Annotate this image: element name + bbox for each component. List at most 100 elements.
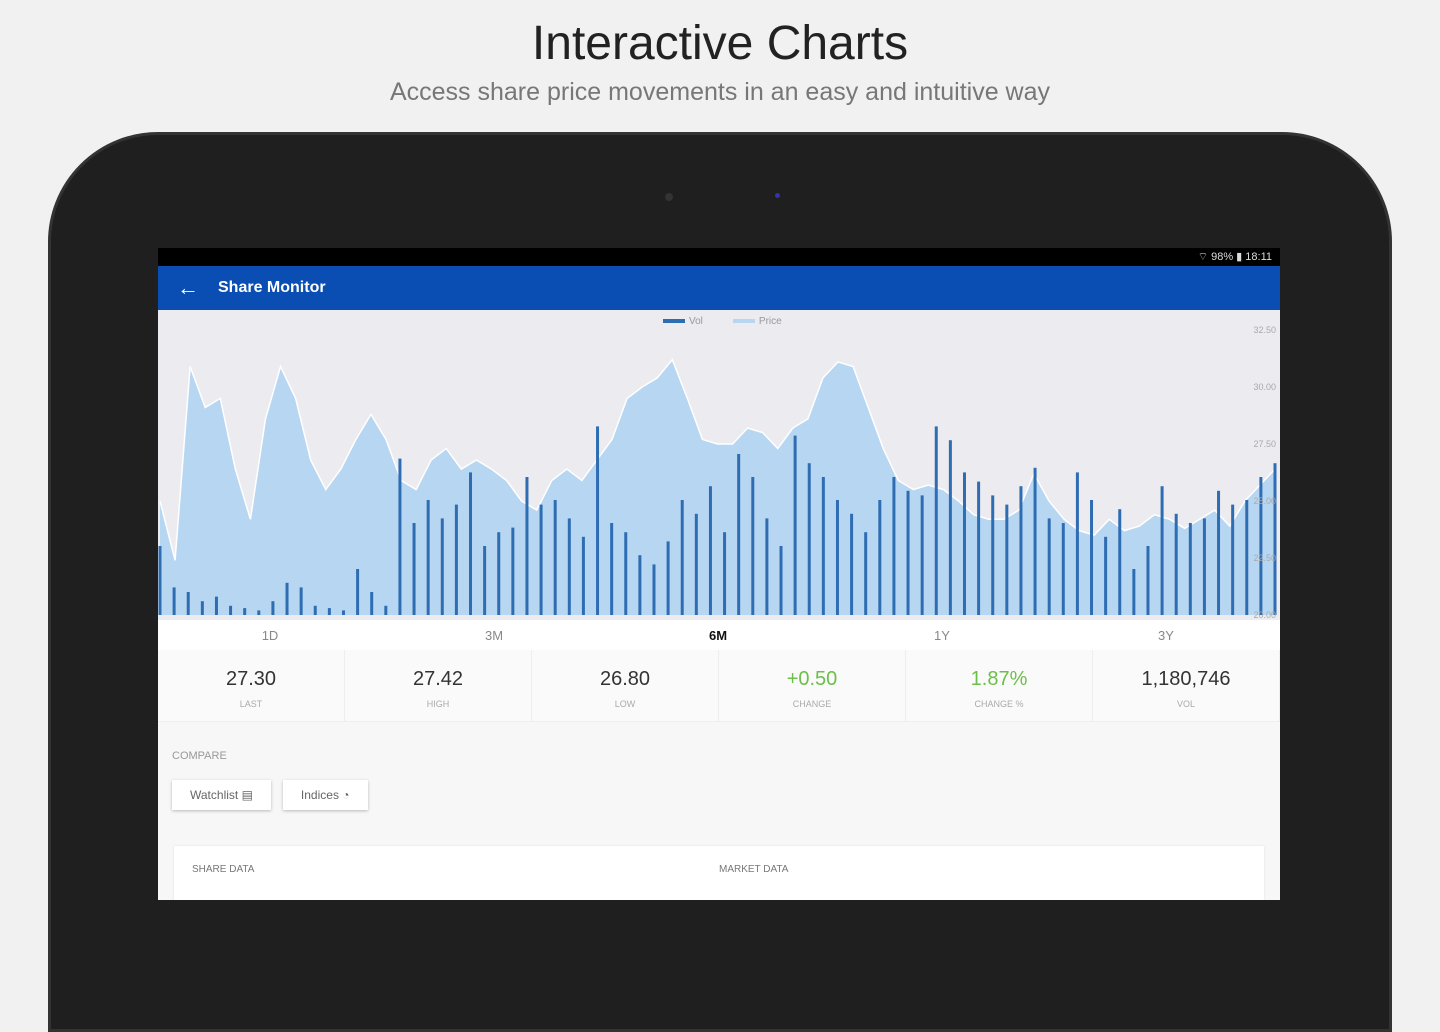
- stat-label: LAST: [239, 699, 263, 709]
- y-tick-label: 32.50: [1253, 325, 1276, 335]
- vol-bar: [765, 518, 769, 615]
- vol-bar: [723, 532, 727, 615]
- indices-button[interactable]: Indices ◔: [282, 780, 368, 810]
- vol-bar: [793, 435, 797, 615]
- price-chart[interactable]: 32.50 30.00 27.50 25.00 22.50 20.00 Vol Price: [158, 310, 1280, 620]
- range-tab-1y[interactable]: 1Y: [934, 627, 950, 643]
- vol-bar: [977, 481, 981, 615]
- stat-label: CHANGE %: [974, 699, 1024, 709]
- range-tab-3m[interactable]: 3M: [484, 627, 504, 643]
- vol-bar: [920, 495, 924, 615]
- price-area: [160, 359, 1275, 615]
- vol-bar: [779, 546, 783, 615]
- app-screen: ⌔ 98% ▮ 18:11 ← Share Monitor 32.50 30.00…: [158, 248, 1280, 900]
- stat-label: LOW: [614, 699, 636, 709]
- vol-bar: [821, 477, 825, 615]
- vol-bar: [751, 477, 755, 615]
- vol-bar: [327, 608, 331, 615]
- indices-icon: ◔: [342, 788, 350, 802]
- vol-bar: [257, 610, 261, 615]
- vol-bar: [1202, 518, 1206, 615]
- vol-bar: [454, 504, 458, 615]
- vol-bar: [878, 500, 882, 615]
- vol-bar: [638, 555, 642, 615]
- range-tab-3y[interactable]: 3Y: [1158, 627, 1174, 643]
- vol-bar: [1245, 500, 1249, 615]
- y-tick-label: 27.50: [1253, 439, 1276, 449]
- stat-change: +0.50 CHANGE: [719, 650, 906, 721]
- vol-bar: [581, 536, 585, 615]
- hero-subtitle: Access share price movements in an easy …: [389, 78, 1051, 106]
- price-line: [159, 358, 1276, 561]
- share-data-heading: SHARE DATA: [192, 864, 255, 875]
- vol-bar: [962, 472, 966, 615]
- y-tick-label: 20.00: [1253, 610, 1276, 620]
- watchlist-button[interactable]: Watchlist ▤: [172, 780, 271, 810]
- vol-bar: [624, 532, 628, 615]
- vol-bar: [934, 426, 938, 615]
- vol-bar: [440, 518, 444, 615]
- app-bar: ← Share Monitor: [158, 266, 1280, 310]
- vol-bar: [370, 592, 374, 615]
- back-arrow-icon[interactable]: ←: [177, 275, 199, 300]
- sensor-icon: [775, 193, 780, 198]
- vol-bar: [1118, 509, 1122, 615]
- stat-value: 27.30: [225, 668, 277, 690]
- indices-label: Indices: [300, 788, 339, 802]
- legend-vol: Vol: [663, 316, 703, 327]
- vol-bar: [1047, 518, 1051, 615]
- chart-legend: Vol Price: [663, 316, 782, 327]
- vol-bar: [1104, 536, 1108, 615]
- vol-bar: [567, 518, 571, 615]
- vol-bar: [1075, 472, 1079, 615]
- vol-bar: [553, 500, 557, 615]
- legend-price: Price: [732, 316, 782, 327]
- vol-bar: [511, 527, 515, 615]
- vol-bar: [708, 486, 712, 615]
- stat-value: 26.80: [599, 668, 651, 690]
- vol-bar: [737, 454, 741, 615]
- vol-bar: [158, 546, 162, 615]
- vol-bar: [243, 608, 247, 615]
- vol-bar: [680, 500, 684, 615]
- watchlist-icon: ▤: [241, 788, 253, 802]
- vol-bar: [1273, 463, 1277, 615]
- vol-bar: [807, 463, 811, 615]
- vol-bar: [948, 440, 952, 615]
- app-title: Share Monitor: [218, 279, 326, 296]
- vol-bar: [1019, 486, 1023, 615]
- stat-label: CHANGE: [792, 699, 832, 709]
- vol-bar: [1188, 523, 1192, 615]
- vol-bar: [525, 477, 529, 615]
- vol-bar: [398, 458, 402, 615]
- vol-bar: [1090, 500, 1094, 615]
- vol-bar: [1259, 477, 1263, 615]
- vol-bar: [285, 582, 289, 615]
- vol-bar: [200, 601, 204, 615]
- vol-bar: [1005, 504, 1009, 615]
- vol-bar: [864, 532, 868, 615]
- vol-bar: [384, 605, 388, 615]
- stat-label: HIGH: [426, 699, 450, 709]
- stat-value: 27.42: [412, 668, 464, 690]
- vol-bar: [172, 587, 176, 615]
- range-tab-1d[interactable]: 1D: [261, 627, 279, 643]
- market-data-heading: MARKET DATA: [719, 864, 789, 875]
- vol-bar: [214, 596, 218, 615]
- range-tab-6m[interactable]: 6M: [708, 627, 728, 643]
- vol-bar: [1231, 504, 1235, 615]
- stat-value: +0.50: [786, 668, 838, 690]
- vol-bar: [892, 477, 896, 615]
- vol-bar: [652, 564, 656, 615]
- camera-icon: [665, 193, 673, 201]
- vol-bar: [1146, 546, 1150, 615]
- vol-bar: [1061, 523, 1065, 615]
- chart-svg: 32.50 30.00 27.50 25.00 22.50 20.00: [158, 325, 1277, 620]
- stat-high: 27.42 HIGH: [345, 650, 532, 721]
- vol-bar: [299, 587, 303, 615]
- y-tick-label: 30.00: [1253, 382, 1276, 392]
- vol-bar: [186, 592, 190, 615]
- vol-bar: [835, 500, 839, 615]
- stat-value: 1.87%: [970, 668, 1028, 690]
- vol-bar: [1160, 486, 1164, 615]
